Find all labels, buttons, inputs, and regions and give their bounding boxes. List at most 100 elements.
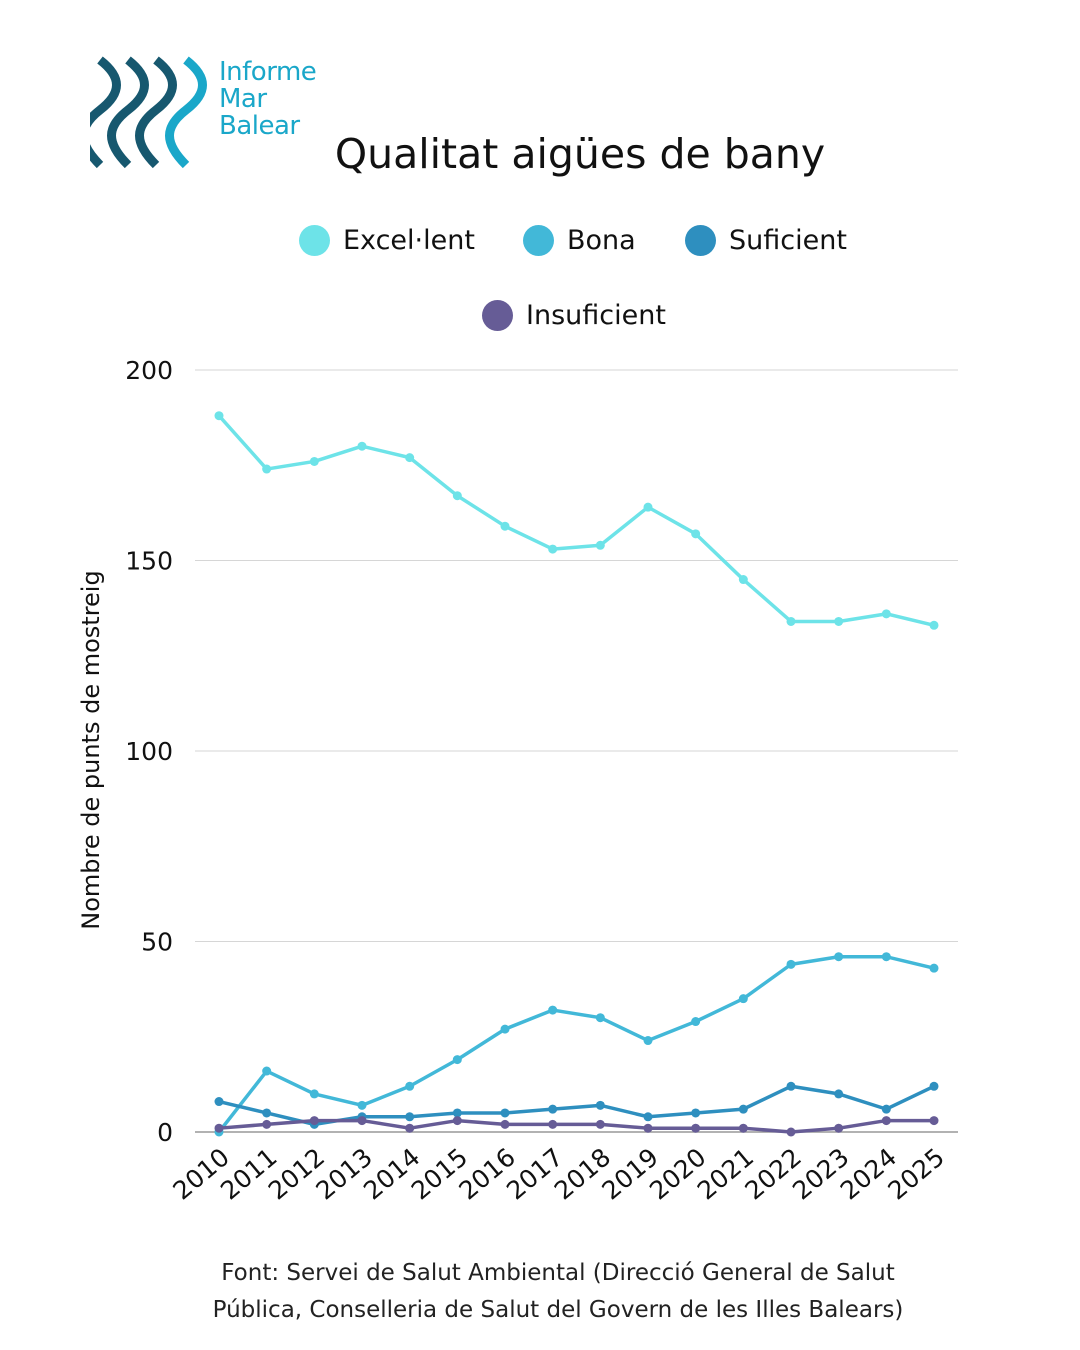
data-point — [405, 1123, 415, 1133]
logo-text-informe: Informe — [219, 57, 317, 87]
data-point — [834, 1123, 844, 1133]
series-line — [217, 954, 935, 1134]
data-point — [929, 620, 939, 630]
data-point — [691, 1017, 701, 1027]
data-point — [738, 1123, 748, 1133]
legend-marker-suficient — [685, 225, 716, 256]
series-bona — [214, 952, 939, 1137]
series-insuficient — [214, 1116, 939, 1137]
logo-text-balear: Balear — [219, 111, 300, 141]
data-point — [357, 1100, 367, 1110]
data-point — [834, 952, 844, 962]
y-axis-label: Nombre de punts de mostreig — [77, 570, 105, 929]
legend-label: Insuficient — [526, 300, 666, 331]
data-point — [405, 1081, 415, 1091]
data-point — [309, 1089, 319, 1099]
informe-mar-balear-logo — [90, 56, 207, 169]
data-point — [214, 1123, 224, 1133]
y-tick-label: 0 — [157, 1118, 173, 1147]
legend-label: Excel·lent — [343, 225, 475, 256]
legend-label: Bona — [567, 225, 636, 256]
data-point — [452, 1055, 462, 1065]
x-tick-label: 2025 — [882, 1142, 949, 1205]
data-point — [452, 1116, 462, 1126]
data-point — [357, 441, 367, 451]
data-point — [834, 616, 844, 626]
data-point — [452, 1108, 462, 1118]
legend-marker-excellent — [299, 225, 330, 256]
data-point — [738, 1104, 748, 1114]
data-point — [595, 1100, 605, 1110]
data-point — [643, 502, 653, 512]
data-point — [214, 1097, 224, 1107]
data-point — [595, 1013, 605, 1023]
legend-marker-insuficient — [482, 300, 513, 331]
y-tick-label: 100 — [125, 737, 173, 766]
data-point — [881, 1116, 891, 1126]
logo-wave-icon — [165, 56, 207, 169]
data-point — [691, 1123, 701, 1133]
data-point — [786, 1127, 796, 1137]
data-point — [500, 1108, 510, 1118]
data-point — [881, 609, 891, 619]
data-point — [548, 1119, 558, 1129]
data-point — [214, 411, 224, 421]
data-point — [452, 491, 462, 501]
source-line-2: Pública, Conselleria de Salut del Govern… — [212, 1297, 904, 1323]
data-point — [548, 544, 558, 554]
data-point — [834, 1089, 844, 1099]
logo-wave-icon — [135, 56, 177, 169]
data-point — [405, 1112, 415, 1122]
source-line-1: Font: Servei de Salut Ambiental (Direcci… — [221, 1260, 895, 1286]
y-tick-label: 200 — [125, 356, 173, 385]
data-point — [738, 994, 748, 1004]
data-point — [691, 529, 701, 539]
data-point — [548, 1104, 558, 1114]
data-point — [929, 1116, 939, 1126]
data-point — [309, 1116, 319, 1126]
logo-wave-icon — [90, 56, 121, 169]
data-point — [929, 963, 939, 973]
data-point — [262, 1108, 272, 1118]
legend-item-excellent: Excel·lent — [299, 225, 475, 256]
data-point — [405, 453, 415, 463]
chart-title: Qualitat aigües de bany — [334, 130, 826, 178]
source-note: Font: Servei de Salut Ambiental (Direcci… — [0, 1255, 1080, 1329]
data-point — [548, 1005, 558, 1015]
data-point — [643, 1036, 653, 1046]
data-point — [881, 952, 891, 962]
logo-text-mar: Mar — [219, 84, 267, 114]
data-point — [309, 456, 319, 466]
legend-item-insuficient: Insuficient — [482, 300, 666, 331]
series-line — [218, 1118, 934, 1134]
logo-wave-icon — [107, 56, 149, 169]
data-point — [786, 1081, 796, 1091]
data-point — [643, 1123, 653, 1133]
data-point — [262, 464, 272, 474]
legend-label: Suficient — [729, 225, 847, 256]
data-point — [595, 540, 605, 550]
data-point — [738, 575, 748, 585]
data-point — [881, 1104, 891, 1114]
data-point — [643, 1112, 653, 1122]
data-point — [786, 959, 796, 969]
series-line — [217, 414, 935, 627]
legend-item-suficient: Suficient — [685, 225, 847, 256]
data-point — [500, 1119, 510, 1129]
series-line — [218, 1084, 935, 1127]
data-point — [500, 1024, 510, 1034]
data-point — [500, 521, 510, 531]
data-point — [262, 1119, 272, 1129]
y-tick-label: 150 — [125, 547, 173, 576]
legend-marker-bona — [523, 225, 554, 256]
data-point — [691, 1108, 701, 1118]
data-point — [262, 1066, 272, 1076]
y-tick-label: 50 — [141, 928, 173, 957]
series-excellent — [214, 411, 939, 630]
data-point — [357, 1116, 367, 1126]
data-point — [929, 1081, 939, 1091]
legend-item-bona: Bona — [523, 225, 636, 256]
data-point — [595, 1119, 605, 1129]
data-point — [786, 616, 796, 626]
